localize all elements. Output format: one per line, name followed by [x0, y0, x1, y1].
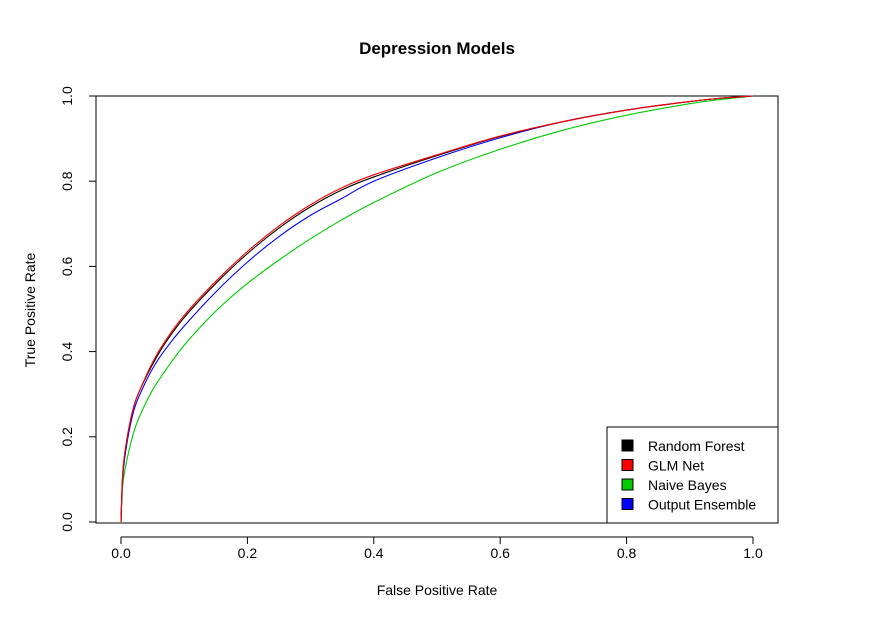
x-tick-label: 0.8: [617, 545, 637, 561]
chart-title: Depression Models: [359, 39, 515, 58]
x-tick-label: 1.0: [743, 545, 763, 561]
series-line-glm-net: [120, 95, 754, 523]
x-tick-label: 0.0: [111, 545, 131, 561]
series-line-naive-bayes: [120, 95, 754, 523]
x-tick-label: 0.6: [490, 545, 510, 561]
legend-swatch-output-ensemble: [621, 498, 634, 510]
series-layer: [120, 95, 754, 523]
y-axis: 0.0 0.2 0.4 0.6 0.8 1.0: [59, 86, 97, 532]
x-axis-label: False Positive Rate: [377, 582, 498, 598]
x-tick-label: 0.2: [238, 545, 258, 561]
y-tick-label: 0.8: [59, 171, 75, 191]
x-tick-label: 0.4: [364, 545, 384, 561]
legend-label-output-ensemble: Output Ensemble: [648, 497, 756, 513]
legend-swatch-glm-net: [621, 459, 634, 471]
y-tick-label: 1.0: [59, 86, 75, 106]
y-tick-label: 0.0: [59, 512, 75, 532]
x-axis: 0.0 0.2 0.4 0.6 0.8 1.0: [111, 536, 763, 561]
y-tick-label: 0.4: [59, 342, 75, 362]
legend: Random Forest GLM Net Naive Bayes Output En…: [606, 426, 779, 524]
y-tick-label: 0.6: [59, 256, 75, 276]
legend-label-random-forest: Random Forest: [648, 438, 745, 454]
legend-box: [606, 426, 779, 524]
legend-swatch-random-forest: [621, 439, 634, 452]
legend-label-naive-bayes: Naive Bayes: [648, 477, 727, 493]
legend-swatch-naive-bayes: [621, 478, 634, 491]
legend-label-glm-net: GLM Net: [648, 458, 704, 474]
y-axis-label: True Positive Rate: [22, 252, 38, 367]
y-tick-label: 0.2: [59, 427, 75, 447]
